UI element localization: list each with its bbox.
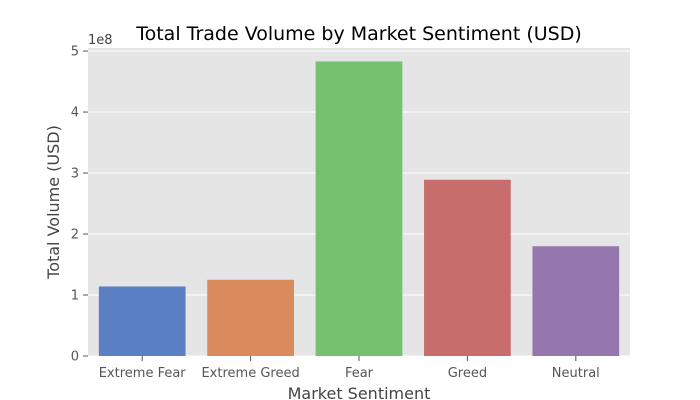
x-axis-ticks: Extreme Fear Extreme Greed Fear Greed Neutra… xyxy=(99,356,600,381)
y-tick-label-4: 4 xyxy=(71,106,79,121)
y-tick-label-2: 2 xyxy=(71,228,79,243)
y-axis-ticks: 0 1 2 3 4 5 xyxy=(71,45,88,365)
y-tick-label-1: 1 xyxy=(71,289,79,304)
y-tick-label-3: 3 xyxy=(71,167,79,182)
y-tick-label-5: 5 xyxy=(71,45,79,60)
bars xyxy=(98,61,620,357)
chart-title: Total Trade Volume by Market Sentiment (… xyxy=(135,23,582,45)
y-axis-scale-label: 1e8 xyxy=(88,33,113,48)
x-axis-label: Market Sentiment xyxy=(288,384,431,400)
bar-extreme-greed xyxy=(207,279,294,356)
bar-greed xyxy=(424,179,511,356)
x-tick-label-4: Neutral xyxy=(552,366,600,381)
x-tick-label-1: Extreme Greed xyxy=(201,366,299,381)
bar-neutral xyxy=(532,246,620,356)
y-tick-label-0: 0 xyxy=(71,350,79,365)
x-tick-label-2: Fear xyxy=(345,366,374,381)
x-tick-label-3: Greed xyxy=(448,366,487,381)
y-axis-label: Total Volume (USD) xyxy=(44,125,63,280)
bar-extreme-fear xyxy=(98,286,186,356)
x-tick-label-0: Extreme Fear xyxy=(99,366,187,381)
bar-fear xyxy=(315,61,403,357)
